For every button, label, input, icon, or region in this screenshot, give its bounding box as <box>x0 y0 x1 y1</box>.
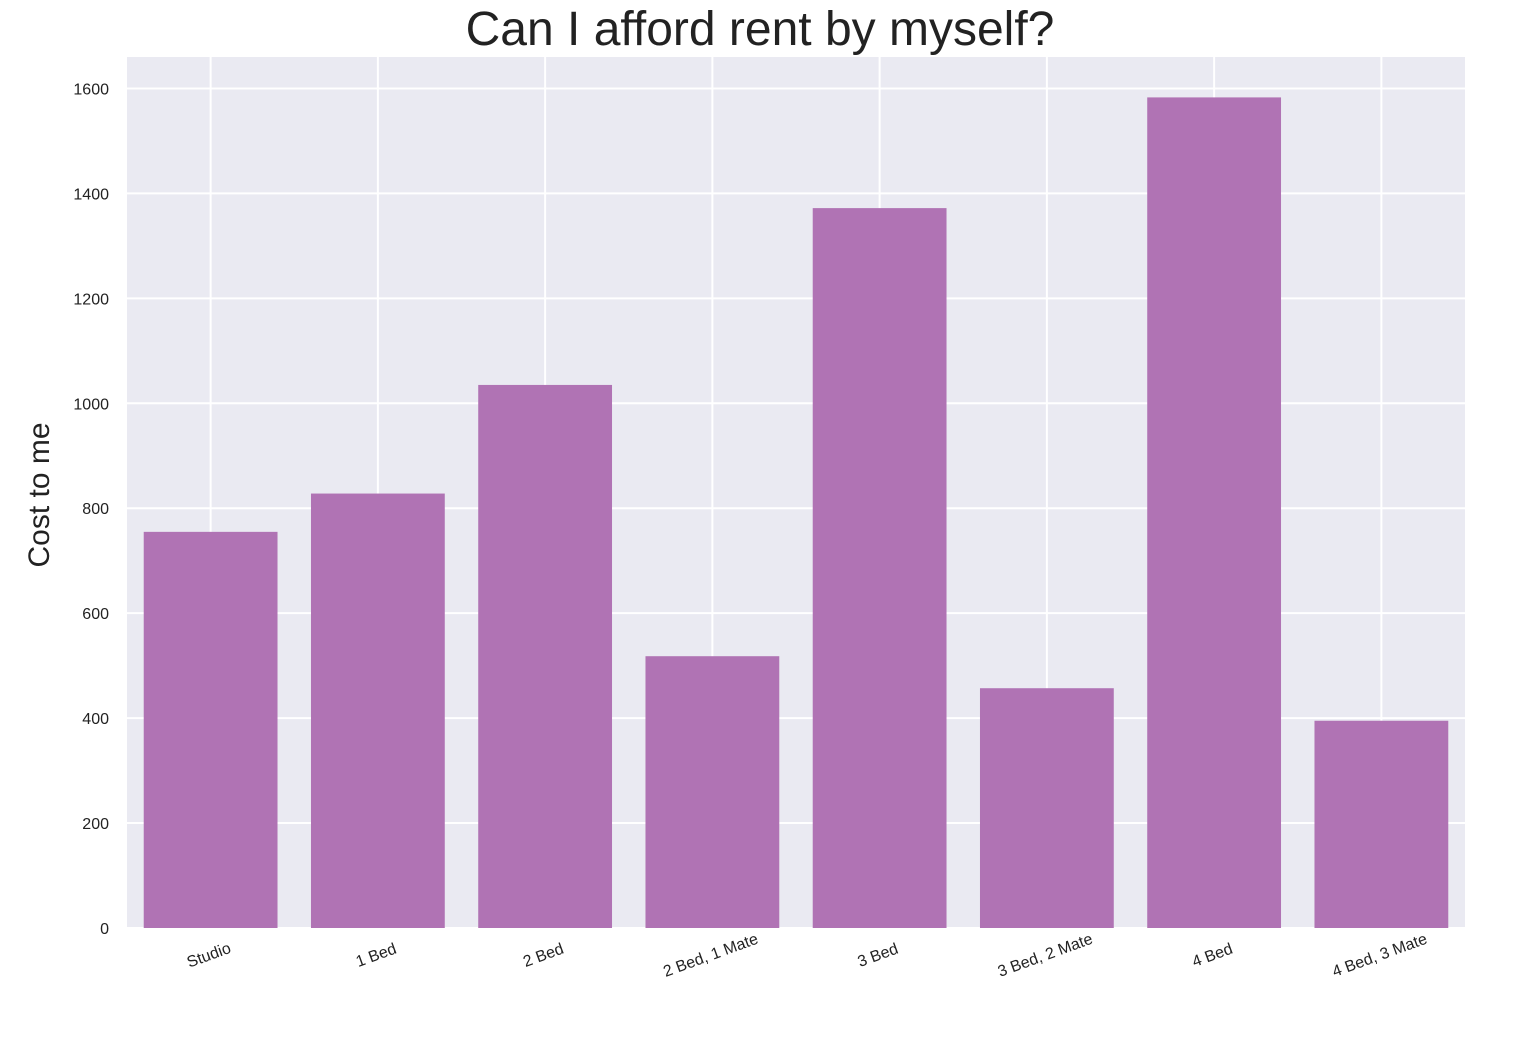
y-tick-label: 600 <box>82 606 109 623</box>
y-tick-label: 800 <box>82 501 109 518</box>
y-tick-label: 400 <box>82 711 109 728</box>
chart-title: Can I afford rent by myself? <box>465 3 1055 56</box>
bar <box>1147 97 1282 929</box>
x-tick-label: 4 Bed <box>1190 941 1235 971</box>
x-tick-label: 2 Bed <box>521 941 566 971</box>
bar <box>478 384 613 928</box>
y-tick-label: 1200 <box>73 291 109 308</box>
y-tick-label: 200 <box>82 816 109 833</box>
bar <box>1314 720 1449 928</box>
bar <box>812 208 947 928</box>
x-tick-label: 3 Bed <box>856 941 901 971</box>
x-tick-label: 2 Bed, 1 Mate <box>661 931 761 981</box>
y-tick-label: 1400 <box>73 186 109 203</box>
x-tick-label: 4 Bed, 3 Mate <box>1330 931 1430 981</box>
x-tick-label: Studio <box>185 940 234 972</box>
x-tick-label: 1 Bed <box>354 941 399 971</box>
x-tick-label: 3 Bed, 2 Mate <box>996 931 1096 981</box>
bar <box>310 493 445 928</box>
y-tick-label: 1000 <box>73 396 109 413</box>
bar <box>645 656 780 928</box>
y-tick-label: 0 <box>100 921 109 938</box>
bar <box>979 688 1114 928</box>
bar <box>143 531 278 928</box>
y-tick-label: 1600 <box>73 81 109 98</box>
